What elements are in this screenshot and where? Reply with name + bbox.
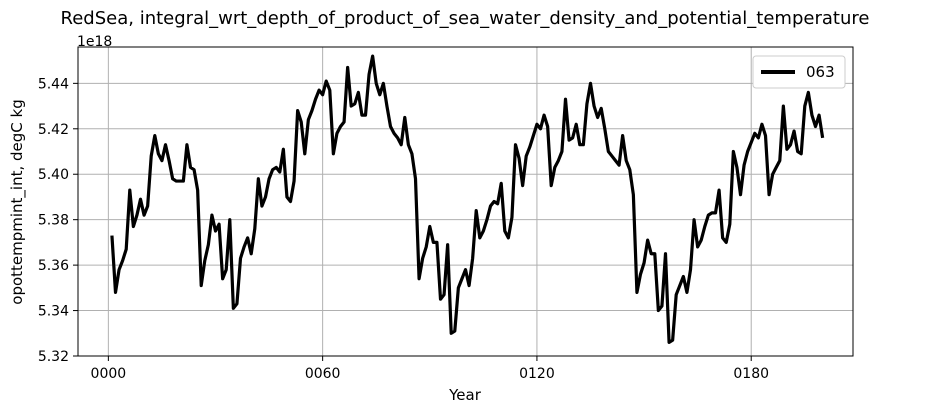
y-tick-label: 5.40 (38, 167, 69, 183)
x-tick-label: 0000 (91, 366, 127, 382)
y-tick-label: 5.38 (38, 213, 69, 229)
series-line-063 (110, 54, 825, 344)
y-tick-label: 5.42 (38, 122, 69, 138)
chart-title: RedSea, integral_wrt_depth_of_product_of… (61, 8, 870, 29)
y-tick-label: 5.44 (38, 76, 69, 92)
y-axis: 5.32 5.34 5.36 5.38 5.40 5.42 5.44 (38, 76, 78, 365)
plot-frame (77, 46, 854, 357)
x-axis-label: Year (448, 386, 482, 404)
legend-label-063: 063 (806, 63, 835, 81)
y-axis-label: opottempmint_int, degC kg (8, 99, 27, 304)
grid-lines (78, 47, 853, 357)
y-tick-label: 5.32 (38, 349, 69, 365)
x-axis: 0000 0060 0120 0180 (91, 356, 769, 382)
series-layer (110, 54, 825, 344)
x-tick-label: 0180 (733, 366, 769, 382)
legend: 063 (752, 55, 846, 89)
y-tick-label: 5.36 (38, 258, 69, 274)
y-tick-label: 5.34 (38, 304, 69, 320)
x-tick-label: 0060 (305, 366, 341, 382)
legend-box (752, 55, 846, 89)
x-tick-label: 0120 (519, 366, 555, 382)
y-offset-label: 1e18 (77, 34, 112, 50)
